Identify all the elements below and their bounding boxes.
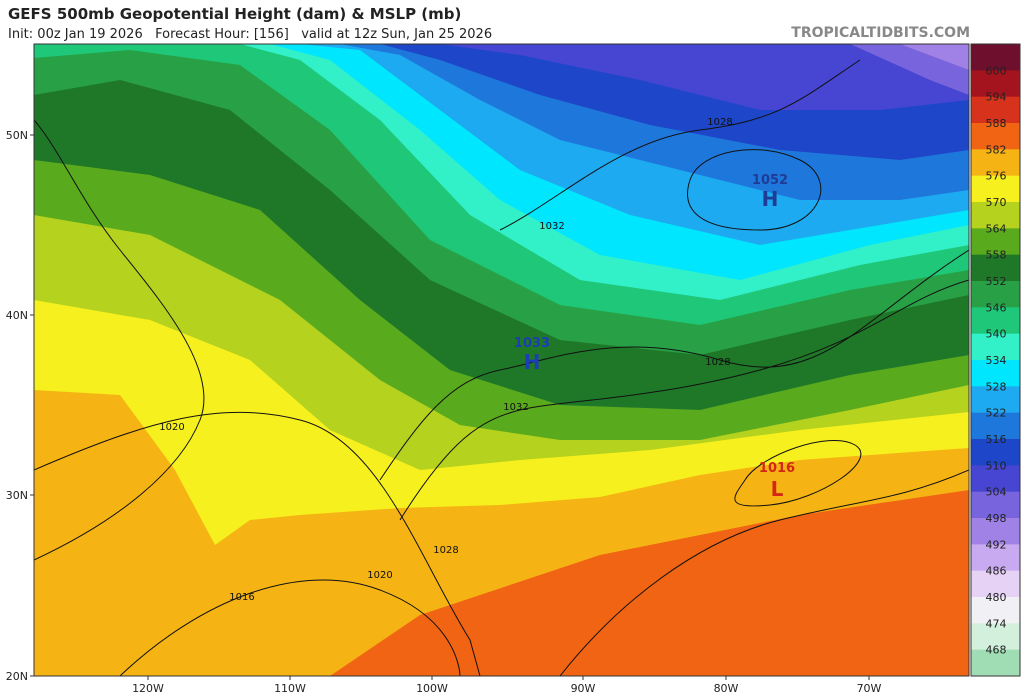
- colorbar-cell: [971, 439, 1020, 466]
- colorbar-label: 570: [986, 196, 1007, 209]
- colorbar-label: 468: [986, 644, 1007, 657]
- isobar-label: 1032: [539, 221, 564, 232]
- colorbar-label: 588: [986, 117, 1007, 130]
- colorbar-cell: [971, 491, 1020, 519]
- colorbar-cell: [971, 70, 1020, 98]
- colorbar-cell: [971, 412, 1020, 440]
- isobars: [34, 59, 969, 676]
- lat-label: 30N: [6, 489, 28, 502]
- colorbar-label: 504: [986, 486, 1007, 499]
- isobar: [34, 119, 205, 561]
- axes: 50N 40N 30N 20N 120W 110W 100W 90W 80W 70W: [6, 129, 882, 695]
- annotations: 1033 H 1052 H 1016 L 1028 1032 1028 1032…: [159, 117, 795, 603]
- colorbar-label: 600: [986, 64, 1007, 77]
- colorbar-label: 546: [986, 301, 1007, 314]
- isobar-label: 1028: [433, 545, 458, 556]
- title: GEFS 500mb Geopotential Height (dam) & M…: [8, 5, 461, 23]
- colorbar-cell: [971, 44, 1020, 71]
- isobar-label: 1028: [705, 357, 730, 368]
- colorbar-cell: [971, 254, 1020, 282]
- isobar: [499, 59, 861, 231]
- colorbar-cell: [971, 333, 1020, 361]
- lon-label: 90W: [571, 682, 596, 695]
- colorbar-label: 564: [986, 222, 1007, 235]
- center-value: 1016: [759, 461, 795, 476]
- colorbar-label: 474: [986, 617, 1007, 630]
- colorbar-label: 594: [986, 91, 1007, 104]
- lon-label: 70W: [857, 682, 882, 695]
- colorbar-cell: [971, 570, 1020, 598]
- colorbar-cell: [971, 96, 1020, 124]
- colorbar-label: 528: [986, 380, 1007, 393]
- isobar: [119, 579, 461, 676]
- colorbar-label: 498: [986, 512, 1007, 525]
- isobar: [559, 469, 969, 676]
- colorbar-label: 576: [986, 170, 1007, 183]
- colorbar-label: 552: [986, 275, 1007, 288]
- colorbar-label: 480: [986, 591, 1007, 604]
- colorbar-cell: [971, 623, 1020, 651]
- subtitle: Init: 00z Jan 19 2026 Forecast Hour: [15…: [8, 27, 492, 42]
- lon-label: 110W: [274, 682, 306, 695]
- lat-label: 40N: [6, 309, 28, 322]
- colorbar-label: 540: [986, 328, 1007, 341]
- colorbar-label: 516: [986, 433, 1007, 446]
- center-letter: H: [524, 350, 541, 374]
- height-band: [34, 44, 969, 110]
- colorbar-cell: [971, 123, 1020, 150]
- colorbar-label: 486: [986, 565, 1007, 578]
- colorbar-label: 522: [986, 407, 1007, 420]
- map-frame: [33, 43, 970, 677]
- lon-label: 100W: [416, 682, 448, 695]
- colorbar-label: 510: [986, 459, 1007, 472]
- center-letter: H: [762, 187, 779, 211]
- colorbar-label: 492: [986, 538, 1007, 551]
- lon-label: 80W: [714, 682, 739, 695]
- colorbar-label: 558: [986, 249, 1007, 262]
- isobar-label: 1032: [503, 402, 528, 413]
- isobar: [399, 279, 969, 521]
- center-value: 1052: [752, 173, 788, 188]
- height-band: [34, 44, 969, 95]
- colorbar-cell: [971, 518, 1020, 545]
- isobar: [687, 149, 822, 231]
- lat-label: 20N: [6, 670, 28, 683]
- isobar-label: 1020: [367, 570, 392, 581]
- center-letter: L: [771, 477, 784, 501]
- colorbar: 600 594 588 582 576 570 564 558 552 546 540 534 528 5…: [970, 43, 1021, 677]
- colorbar-cell: [971, 465, 1020, 493]
- center-value: 1033: [514, 336, 550, 351]
- colorbar-cell: [971, 386, 1020, 414]
- isobar-label: 1020: [159, 422, 184, 433]
- colorbar-frame: [970, 43, 1021, 677]
- colorbar-cell: [971, 149, 1020, 177]
- colorbar-label: 582: [986, 143, 1007, 156]
- colorbar-cell: [971, 202, 1020, 229]
- colorbar-cell: [971, 597, 1020, 624]
- isobar: [34, 411, 481, 676]
- colorbar-cell: [971, 228, 1020, 256]
- lon-label: 120W: [132, 682, 164, 695]
- colorbar-cell: [971, 281, 1020, 308]
- isobar-label: 1028: [707, 117, 732, 128]
- colorbar-cell: [971, 307, 1020, 335]
- isobar: [734, 440, 862, 507]
- colorbar-cell: [971, 544, 1020, 572]
- colorbar-label: 534: [986, 354, 1007, 367]
- colorbar-cell: [971, 360, 1020, 387]
- lat-label: 50N: [6, 129, 28, 142]
- colorbar-cell: [971, 175, 1020, 203]
- height-field: [34, 44, 969, 676]
- isobar-label: 1016: [229, 592, 254, 603]
- colorbar-cell: [971, 649, 1020, 677]
- site-credit: TROPICALTIDBITS.COM: [791, 25, 970, 41]
